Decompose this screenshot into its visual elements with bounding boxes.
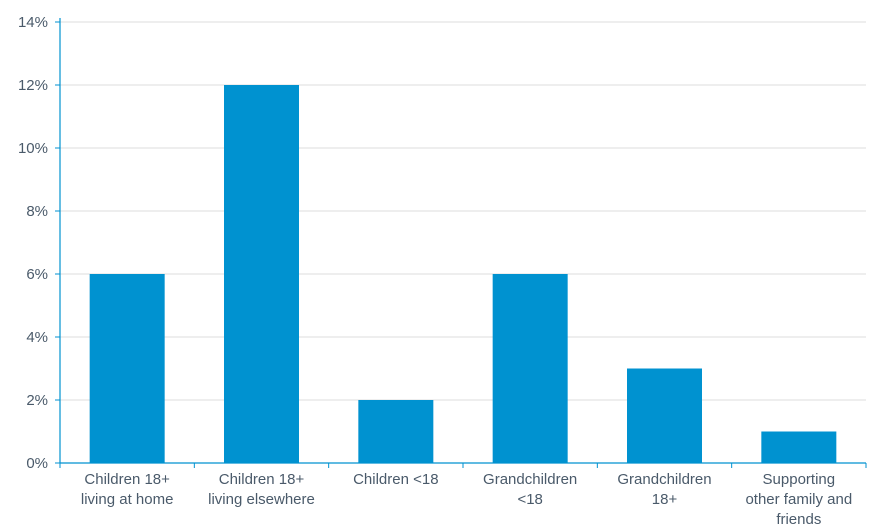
x-category-label-line: <18 <box>517 491 542 508</box>
x-category-label-line: living elsewhere <box>208 491 315 508</box>
y-tick-label: 10% <box>18 140 48 157</box>
bars <box>89 85 837 463</box>
x-category-label-line: Grandchildren <box>617 471 711 488</box>
bar <box>492 274 568 463</box>
gridlines <box>60 21 866 401</box>
y-tick-labels: 0% 2% 4% 6% 8% 10% 12% 14% <box>18 14 48 472</box>
x-category-label-line: Supporting <box>763 471 836 488</box>
x-category-label: Supporting other family and friends <box>745 471 852 528</box>
x-category-label-line: Grandchildren <box>483 471 577 488</box>
x-category-label: Grandchildren 18+ <box>617 471 711 508</box>
x-category-label-line: friends <box>776 511 821 528</box>
x-category-label: Grandchildren <18 <box>483 471 577 508</box>
y-tick-label: 2% <box>26 392 48 409</box>
x-category-labels: Children 18+ living at home Children 18+ li… <box>81 471 852 528</box>
y-tick-label: 6% <box>26 266 48 283</box>
x-category-label-line: living at home <box>81 491 174 508</box>
x-category-label: Children 18+ living elsewhere <box>208 471 315 508</box>
x-category-label-line: Children 18+ <box>219 471 305 488</box>
bar <box>224 85 299 463</box>
x-category-label-line: other family and <box>745 491 852 508</box>
x-category-label-line: Children 18+ <box>84 471 170 488</box>
y-tick-label: 8% <box>26 203 48 220</box>
y-tick-label: 4% <box>26 329 48 346</box>
axes <box>55 18 867 468</box>
bar <box>89 274 165 463</box>
y-tick-label: 14% <box>18 14 48 31</box>
bar <box>761 431 837 463</box>
x-category-label-line: 18+ <box>652 491 678 508</box>
x-category-label: Children <18 <box>353 471 438 488</box>
y-tick-label: 12% <box>18 77 48 94</box>
bar <box>627 368 702 463</box>
x-category-label: Children 18+ living at home <box>81 471 174 508</box>
y-tick-label: 0% <box>26 455 48 472</box>
bar <box>358 400 434 463</box>
x-category-label-line: Children <18 <box>353 471 438 488</box>
